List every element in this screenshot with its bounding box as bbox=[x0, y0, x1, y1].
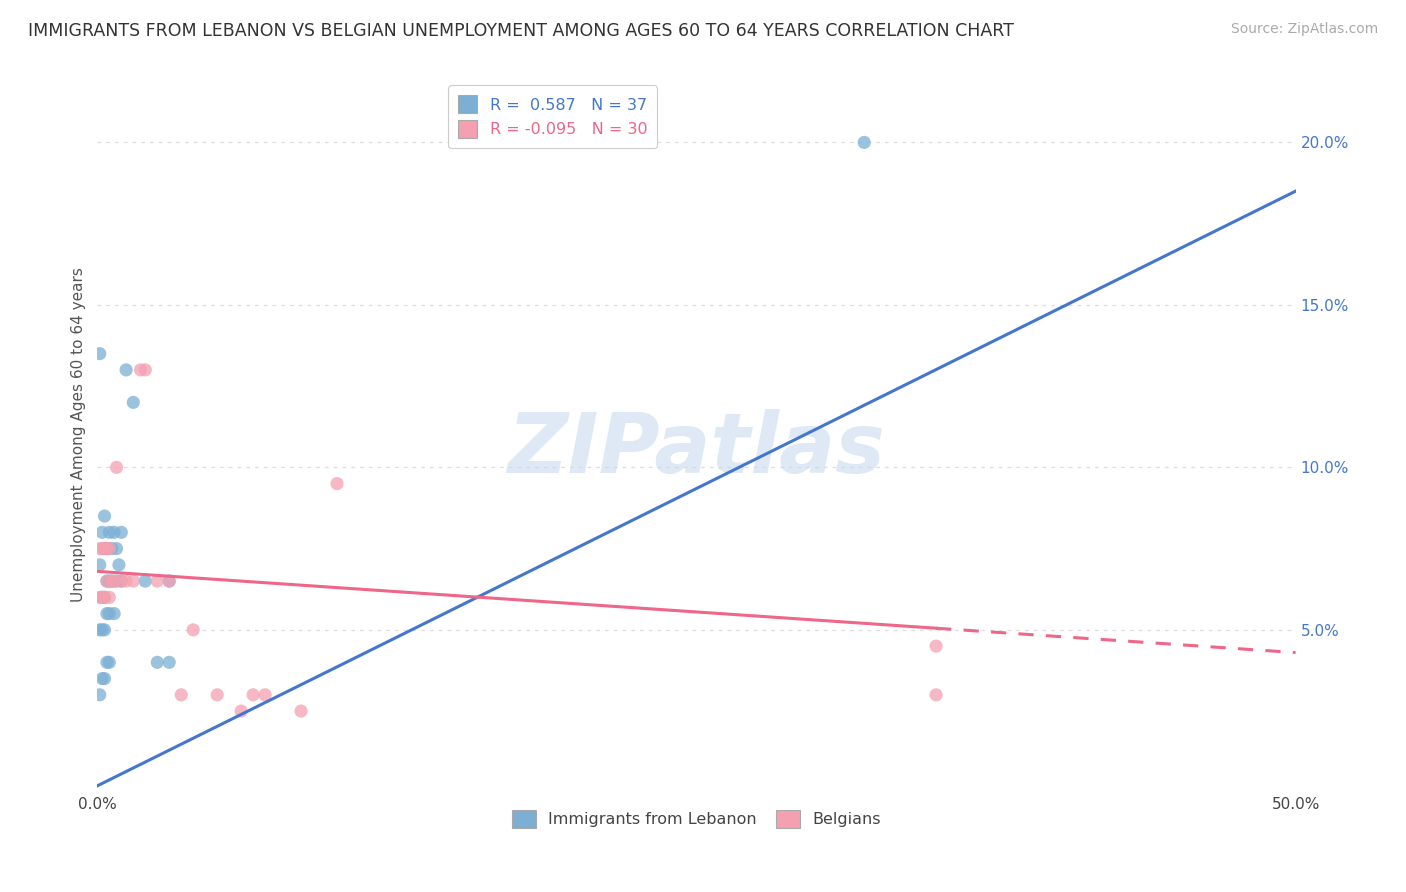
Point bbox=[93, 623, 115, 637]
Point bbox=[91, 591, 114, 605]
Point bbox=[146, 656, 169, 670]
Point bbox=[254, 688, 277, 702]
Point bbox=[96, 541, 118, 556]
Point bbox=[93, 672, 115, 686]
Point bbox=[105, 460, 128, 475]
Point bbox=[146, 574, 169, 588]
Point bbox=[110, 574, 132, 588]
Point bbox=[108, 558, 131, 572]
Point bbox=[110, 574, 132, 588]
Legend: Immigrants from Lebanon, Belgians: Immigrants from Lebanon, Belgians bbox=[505, 803, 887, 834]
Point bbox=[100, 574, 122, 588]
Point bbox=[91, 623, 114, 637]
Point bbox=[170, 688, 193, 702]
Point bbox=[89, 688, 111, 702]
Point bbox=[96, 541, 118, 556]
Point bbox=[105, 574, 128, 588]
Point bbox=[853, 136, 876, 150]
Point bbox=[93, 509, 115, 524]
Point bbox=[205, 688, 228, 702]
Point bbox=[91, 541, 114, 556]
Point bbox=[96, 607, 118, 621]
Point bbox=[157, 656, 180, 670]
Point bbox=[326, 476, 349, 491]
Point bbox=[925, 688, 948, 702]
Point bbox=[115, 363, 138, 377]
Point bbox=[122, 574, 145, 588]
Point bbox=[115, 574, 138, 588]
Point bbox=[98, 574, 121, 588]
Point bbox=[91, 672, 114, 686]
Point bbox=[93, 541, 115, 556]
Point bbox=[110, 525, 132, 540]
Point bbox=[134, 363, 156, 377]
Point bbox=[103, 525, 125, 540]
Point bbox=[89, 623, 111, 637]
Point bbox=[100, 541, 122, 556]
Point bbox=[89, 591, 111, 605]
Point bbox=[96, 574, 118, 588]
Point bbox=[122, 395, 145, 409]
Point bbox=[96, 574, 118, 588]
Text: IMMIGRANTS FROM LEBANON VS BELGIAN UNEMPLOYMENT AMONG AGES 60 TO 64 YEARS CORREL: IMMIGRANTS FROM LEBANON VS BELGIAN UNEMP… bbox=[28, 22, 1014, 40]
Point bbox=[157, 574, 180, 588]
Point bbox=[93, 541, 115, 556]
Point bbox=[98, 607, 121, 621]
Point bbox=[89, 541, 111, 556]
Y-axis label: Unemployment Among Ages 60 to 64 years: Unemployment Among Ages 60 to 64 years bbox=[72, 268, 86, 602]
Point bbox=[91, 525, 114, 540]
Point bbox=[91, 591, 114, 605]
Text: ZIPatlas: ZIPatlas bbox=[508, 409, 886, 490]
Point bbox=[105, 541, 128, 556]
Point bbox=[98, 656, 121, 670]
Point bbox=[157, 574, 180, 588]
Point bbox=[100, 574, 122, 588]
Point bbox=[98, 591, 121, 605]
Point bbox=[89, 558, 111, 572]
Point bbox=[98, 541, 121, 556]
Point bbox=[98, 525, 121, 540]
Point bbox=[290, 704, 312, 718]
Point bbox=[89, 346, 111, 360]
Point bbox=[93, 591, 115, 605]
Text: Source: ZipAtlas.com: Source: ZipAtlas.com bbox=[1230, 22, 1378, 37]
Point bbox=[96, 656, 118, 670]
Point bbox=[134, 574, 156, 588]
Point bbox=[231, 704, 253, 718]
Point bbox=[103, 574, 125, 588]
Point bbox=[103, 607, 125, 621]
Point bbox=[129, 363, 152, 377]
Point bbox=[181, 623, 204, 637]
Point bbox=[93, 591, 115, 605]
Point bbox=[925, 639, 948, 653]
Point bbox=[242, 688, 264, 702]
